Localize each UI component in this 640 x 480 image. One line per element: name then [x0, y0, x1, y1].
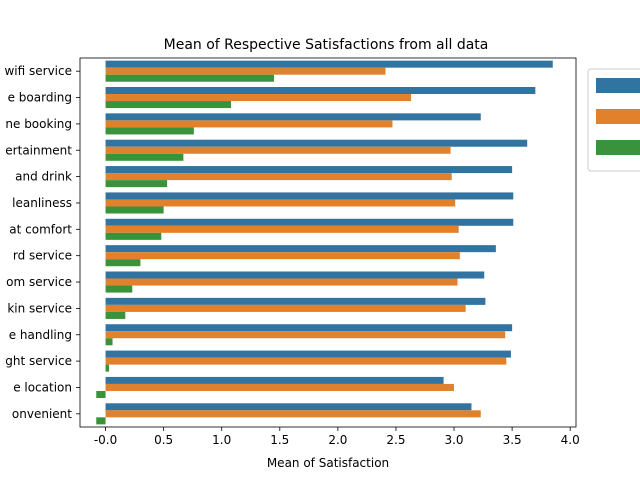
bars — [96, 60, 553, 425]
bar — [105, 376, 444, 384]
bar — [105, 199, 456, 207]
bar — [105, 364, 110, 372]
y-tick-label: at comfort — [9, 222, 72, 236]
bar — [105, 285, 133, 293]
bar — [105, 331, 506, 339]
bar — [105, 67, 386, 75]
bar — [105, 297, 486, 305]
legend — [587, 68, 640, 172]
y-tick-label: and drink — [15, 170, 72, 184]
x-tick-label: 0.5 — [154, 433, 173, 447]
bar — [105, 311, 126, 319]
bar — [105, 410, 481, 418]
y-tick-label: kin service — [7, 301, 72, 315]
x-tick-label: 2.0 — [328, 433, 347, 447]
bar — [105, 278, 458, 286]
x-axis-label: Mean of Satisfaction — [267, 456, 389, 470]
bar — [105, 166, 513, 174]
bar — [105, 271, 485, 279]
bar — [105, 225, 459, 233]
bar — [105, 86, 536, 95]
y-tick-label: e handling — [9, 328, 72, 342]
y-tick-label: onvenient — [12, 407, 72, 421]
y-tick-label: ertainment — [5, 143, 72, 157]
bar — [105, 120, 393, 128]
y-tick-label: om service — [6, 275, 72, 289]
plot-frame — [79, 57, 577, 428]
x-tick-label: 3.0 — [444, 433, 463, 447]
bar — [105, 192, 514, 200]
chart-title: Mean of Respective Satisfactions from al… — [164, 37, 489, 53]
bar — [105, 350, 511, 358]
bar — [105, 206, 164, 214]
bar — [105, 113, 481, 121]
legend-swatch — [596, 109, 640, 124]
y-tick-label: e location — [13, 380, 72, 394]
bar — [105, 94, 412, 102]
bar — [105, 357, 507, 365]
bar — [96, 390, 106, 399]
bar — [105, 139, 528, 147]
bar — [105, 245, 496, 253]
bar — [105, 60, 553, 68]
bar — [105, 173, 452, 181]
bar — [105, 101, 232, 109]
bar — [105, 324, 513, 332]
y-tick-label: wifi service — [4, 64, 72, 78]
axes: -0.0 0.5 1.0 1.5 2.0 2.5 3.0 3.5 4.0 wifi service… — [4, 57, 580, 447]
x-tick-label: 4.0 — [561, 433, 580, 447]
y-tick-label: e boarding — [8, 91, 72, 105]
legend-swatch — [596, 78, 640, 93]
x-tick-label: 2.5 — [386, 433, 405, 447]
x-tick-label: -0.0 — [94, 433, 117, 447]
y-tick-label: ne booking — [5, 117, 72, 131]
y-tick-label: rd service — [13, 249, 72, 263]
bar — [105, 259, 141, 267]
bar — [105, 146, 451, 154]
bar — [105, 403, 472, 411]
bar — [96, 417, 106, 425]
bar — [105, 74, 274, 82]
x-tick-label: 1.0 — [212, 433, 231, 447]
bar — [105, 304, 466, 312]
bar — [105, 218, 514, 226]
bar — [105, 252, 460, 260]
x-tick-label: 1.5 — [270, 433, 289, 447]
x-tick-label: 3.5 — [503, 433, 522, 447]
y-tick-label: ght service — [5, 354, 72, 368]
bar — [105, 127, 194, 135]
legend-swatch — [596, 140, 640, 155]
bar — [105, 383, 455, 391]
bar — [105, 180, 168, 188]
bar — [105, 153, 184, 161]
bar — [105, 232, 162, 240]
bar — [105, 338, 113, 346]
y-tick-label: leanliness — [12, 196, 72, 210]
